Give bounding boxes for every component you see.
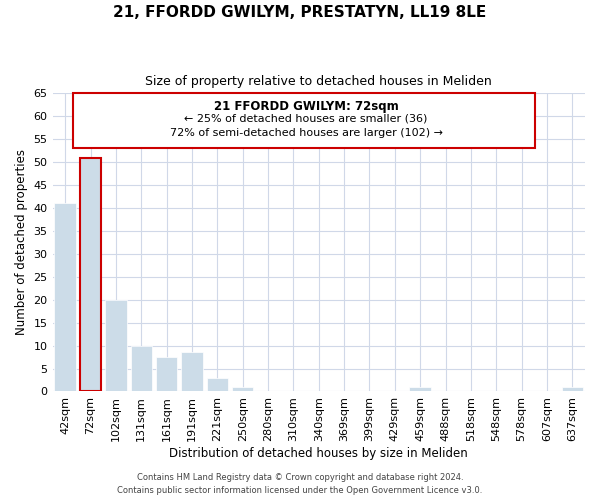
Text: Contains HM Land Registry data © Crown copyright and database right 2024.
Contai: Contains HM Land Registry data © Crown c… (118, 474, 482, 495)
Text: 21, FFORDD GWILYM, PRESTATYN, LL19 8LE: 21, FFORDD GWILYM, PRESTATYN, LL19 8LE (113, 5, 487, 20)
Bar (105, 300, 127, 392)
FancyBboxPatch shape (73, 94, 535, 148)
Bar (232, 387, 253, 392)
Bar (131, 346, 152, 392)
Text: ← 25% of detached houses are smaller (36): ← 25% of detached houses are smaller (36… (184, 114, 428, 124)
Bar (206, 378, 228, 392)
Bar (156, 357, 178, 392)
X-axis label: Distribution of detached houses by size in Meliden: Distribution of detached houses by size … (169, 447, 468, 460)
Bar (80, 158, 101, 392)
Text: 72% of semi-detached houses are larger (102) →: 72% of semi-detached houses are larger (… (170, 128, 443, 138)
Bar (562, 387, 583, 392)
Y-axis label: Number of detached properties: Number of detached properties (15, 150, 28, 336)
Bar (181, 352, 203, 392)
Bar (409, 387, 431, 392)
Bar (55, 204, 76, 392)
Text: 21 FFORDD GWILYM: 72sqm: 21 FFORDD GWILYM: 72sqm (214, 100, 398, 113)
Title: Size of property relative to detached houses in Meliden: Size of property relative to detached ho… (145, 75, 492, 88)
